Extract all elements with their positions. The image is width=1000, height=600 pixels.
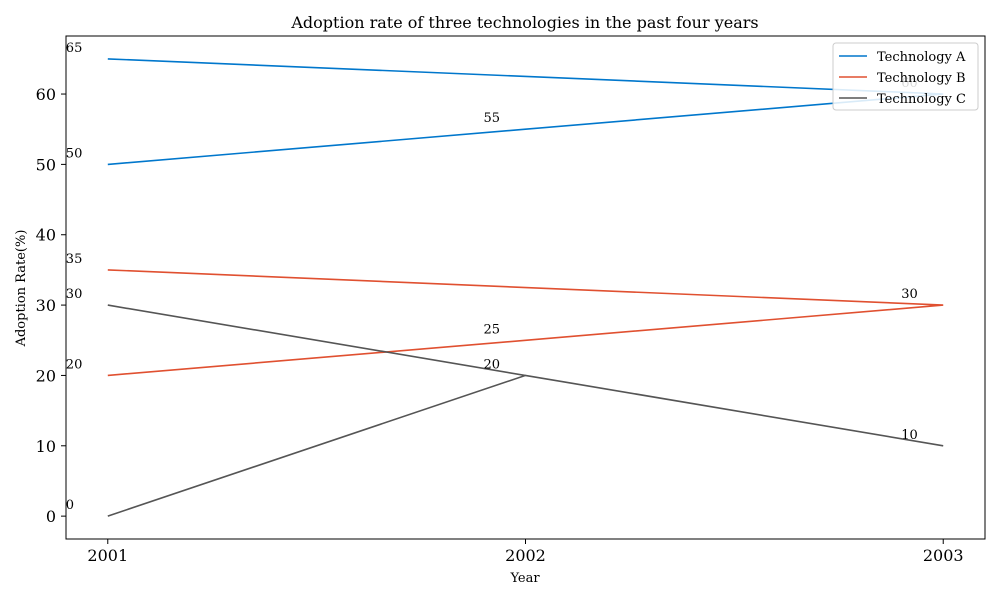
y-tick-label: 0: [46, 507, 56, 526]
y-axis-ticks: 0 10 20 30 40 50 60: [36, 85, 66, 526]
data-label: 35: [66, 252, 83, 267]
data-label: 20: [66, 357, 83, 372]
y-tick-label: 30: [36, 296, 56, 315]
data-label: 55: [484, 111, 501, 126]
data-label: 0: [66, 498, 74, 513]
data-label: 50: [66, 146, 83, 161]
y-tick-label: 40: [36, 226, 56, 245]
y-tick-label: 50: [36, 155, 56, 174]
data-label-layer: 50556065202530350201030: [66, 41, 918, 513]
x-tick-label: 2001: [87, 546, 128, 565]
series-line-1: [107, 58, 944, 166]
x-tick-label: 2002: [505, 546, 546, 565]
data-label: 65: [66, 41, 83, 56]
legend-entry: Technology B: [877, 71, 966, 86]
y-tick-label: 20: [36, 366, 56, 385]
x-axis-label: Year: [509, 571, 540, 586]
legend: Technology A Technology B Technology C: [832, 42, 979, 111]
legend-entry: Technology C: [877, 92, 966, 107]
y-tick-label: 10: [36, 437, 56, 456]
series-line-3: [107, 304, 944, 517]
y-tick-label: 60: [36, 85, 56, 104]
chart-title: Adoption rate of three technologies in t…: [290, 13, 758, 32]
data-label: 30: [901, 287, 918, 302]
series-line-2: [107, 269, 944, 377]
series-layer: [107, 58, 944, 517]
data-label: 25: [484, 322, 501, 337]
legend-box: [832, 42, 979, 111]
data-label: 20: [484, 357, 501, 372]
x-axis-ticks: 2001 2002 2003: [87, 539, 964, 565]
data-label: 10: [901, 428, 918, 443]
y-axis-label: Adoption Rate(%): [14, 230, 29, 348]
data-label: 30: [66, 287, 83, 302]
legend-entry: Technology A: [877, 50, 966, 65]
x-tick-label: 2003: [923, 546, 964, 565]
